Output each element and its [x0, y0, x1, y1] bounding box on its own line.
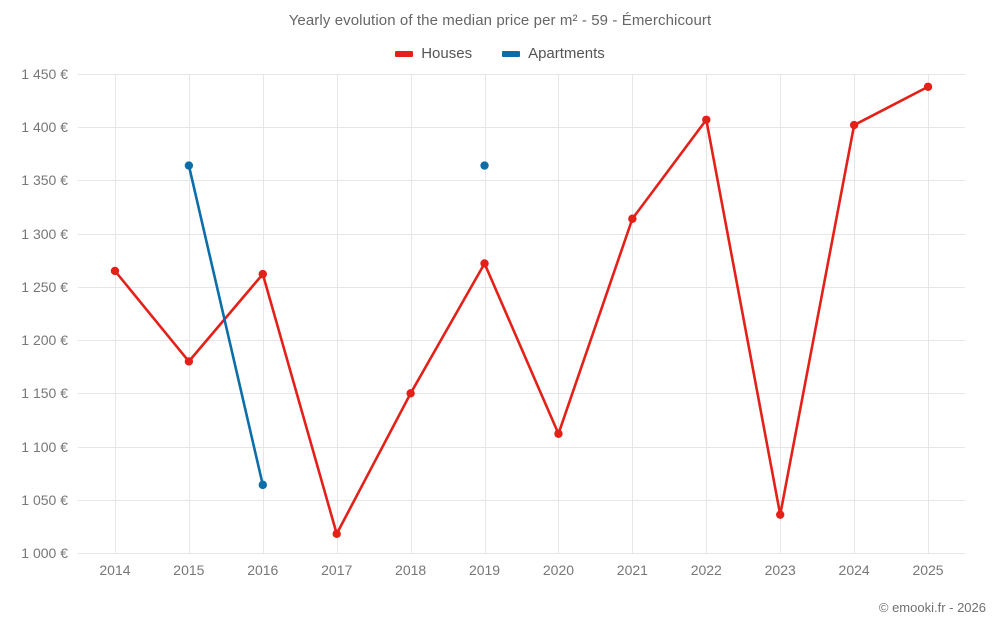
series-layer: [110, 82, 933, 539]
x-axis-tick-label: 2024: [838, 562, 870, 578]
series-line-houses: [113, 85, 930, 536]
y-axis-tick-label: 1 300 €: [21, 225, 68, 242]
gridline-vertical: [114, 74, 116, 553]
x-axis-tick-label: 2015: [173, 562, 205, 578]
y-axis-tick-label: 1 400 €: [21, 119, 68, 136]
gridline-vertical: [854, 74, 856, 553]
series-line-apartments: [187, 164, 265, 487]
y-axis-tick-label: 1 250 €: [21, 278, 68, 295]
data-point-marker[interactable]: [184, 161, 194, 170]
data-point-marker[interactable]: [184, 357, 194, 366]
gridline-horizontal: [78, 553, 965, 554]
gridline-horizontal: [78, 286, 965, 288]
data-point-marker[interactable]: [923, 82, 933, 91]
chart-title: Yearly evolution of the median price per…: [288, 12, 712, 29]
x-axis-tick-label: 2025: [912, 562, 944, 578]
legend-item-label: Apartments: [528, 45, 605, 62]
x-axis-tick-label: 2016: [247, 562, 279, 578]
y-axis-tick-label: 1 000 €: [21, 545, 68, 561]
legend-swatch-icon: [395, 50, 414, 57]
data-point-marker[interactable]: [849, 120, 859, 130]
x-axis-tick-label: 2019: [468, 562, 501, 578]
gridline-horizontal: [78, 233, 965, 235]
data-point-marker[interactable]: [332, 529, 341, 539]
plot-area: [78, 74, 965, 554]
gridline-vertical: [484, 74, 486, 553]
x-axis-tick-label: 2020: [542, 562, 575, 578]
x-axis-tick-label: 2023: [764, 562, 796, 578]
data-point-marker[interactable]: [776, 510, 785, 519]
data-point-marker[interactable]: [258, 480, 267, 490]
gridline-horizontal: [78, 446, 965, 448]
gridline-vertical: [928, 74, 930, 553]
gridline-horizontal: [78, 127, 965, 129]
gridline-vertical: [262, 74, 264, 553]
x-axis-tick-label: 2022: [690, 562, 722, 578]
gridline-vertical: [188, 74, 190, 553]
footer-credit: © emooki.fr - 2026: [878, 600, 986, 615]
gridline-horizontal: [78, 393, 965, 395]
y-axis-tick-label: 1 100 €: [21, 438, 68, 455]
y-axis-tick-label: 1 450 €: [21, 66, 68, 82]
legend-item-label: Houses: [421, 45, 473, 62]
y-axis-tick-label: 1 150 €: [21, 385, 68, 402]
data-point-marker[interactable]: [258, 269, 267, 279]
data-point-marker[interactable]: [554, 429, 563, 438]
x-axis-tick-label: 2021: [616, 562, 648, 578]
chart-legend: Houses Apartments: [0, 45, 1000, 62]
legend-swatch-icon: [502, 50, 521, 57]
y-axis-labels: 1 000 € 1 050 € 1 100 € 1 150 € 1 200 € 1 250…: [0, 66, 68, 561]
x-axis-tick-label: 2017: [321, 562, 353, 578]
data-point-marker[interactable]: [406, 389, 415, 398]
data-point-marker[interactable]: [480, 259, 489, 268]
gridline-vertical: [706, 74, 708, 553]
gridline-vertical: [336, 74, 338, 553]
y-axis-tick-label: 1 050 €: [21, 491, 68, 508]
data-point-marker[interactable]: [110, 266, 120, 276]
data-point-marker[interactable]: [628, 214, 637, 223]
gridline-horizontal: [78, 74, 965, 75]
gridline-horizontal: [78, 499, 965, 501]
x-axis-labels: 2014 2015 2016 2017 2018 2019 2020 2021 2022 2023…: [78, 562, 965, 586]
data-point-marker[interactable]: [480, 161, 489, 170]
gridline-vertical: [632, 74, 634, 553]
y-axis-tick-label: 1 350 €: [21, 172, 68, 189]
data-point-marker[interactable]: [702, 115, 711, 124]
gridline-vertical: [410, 74, 412, 553]
gridline-horizontal: [78, 180, 965, 182]
legend-item-apartments[interactable]: Apartments: [502, 45, 605, 62]
x-axis-tick-label: 2014: [99, 562, 131, 578]
y-axis-tick-label: 1 200 €: [21, 332, 68, 349]
x-axis-tick-label: 2018: [395, 562, 427, 578]
legend-item-houses[interactable]: Houses: [395, 45, 472, 62]
gridline-horizontal: [78, 340, 965, 342]
gridline-vertical: [780, 74, 782, 553]
gridline-vertical: [558, 74, 560, 553]
